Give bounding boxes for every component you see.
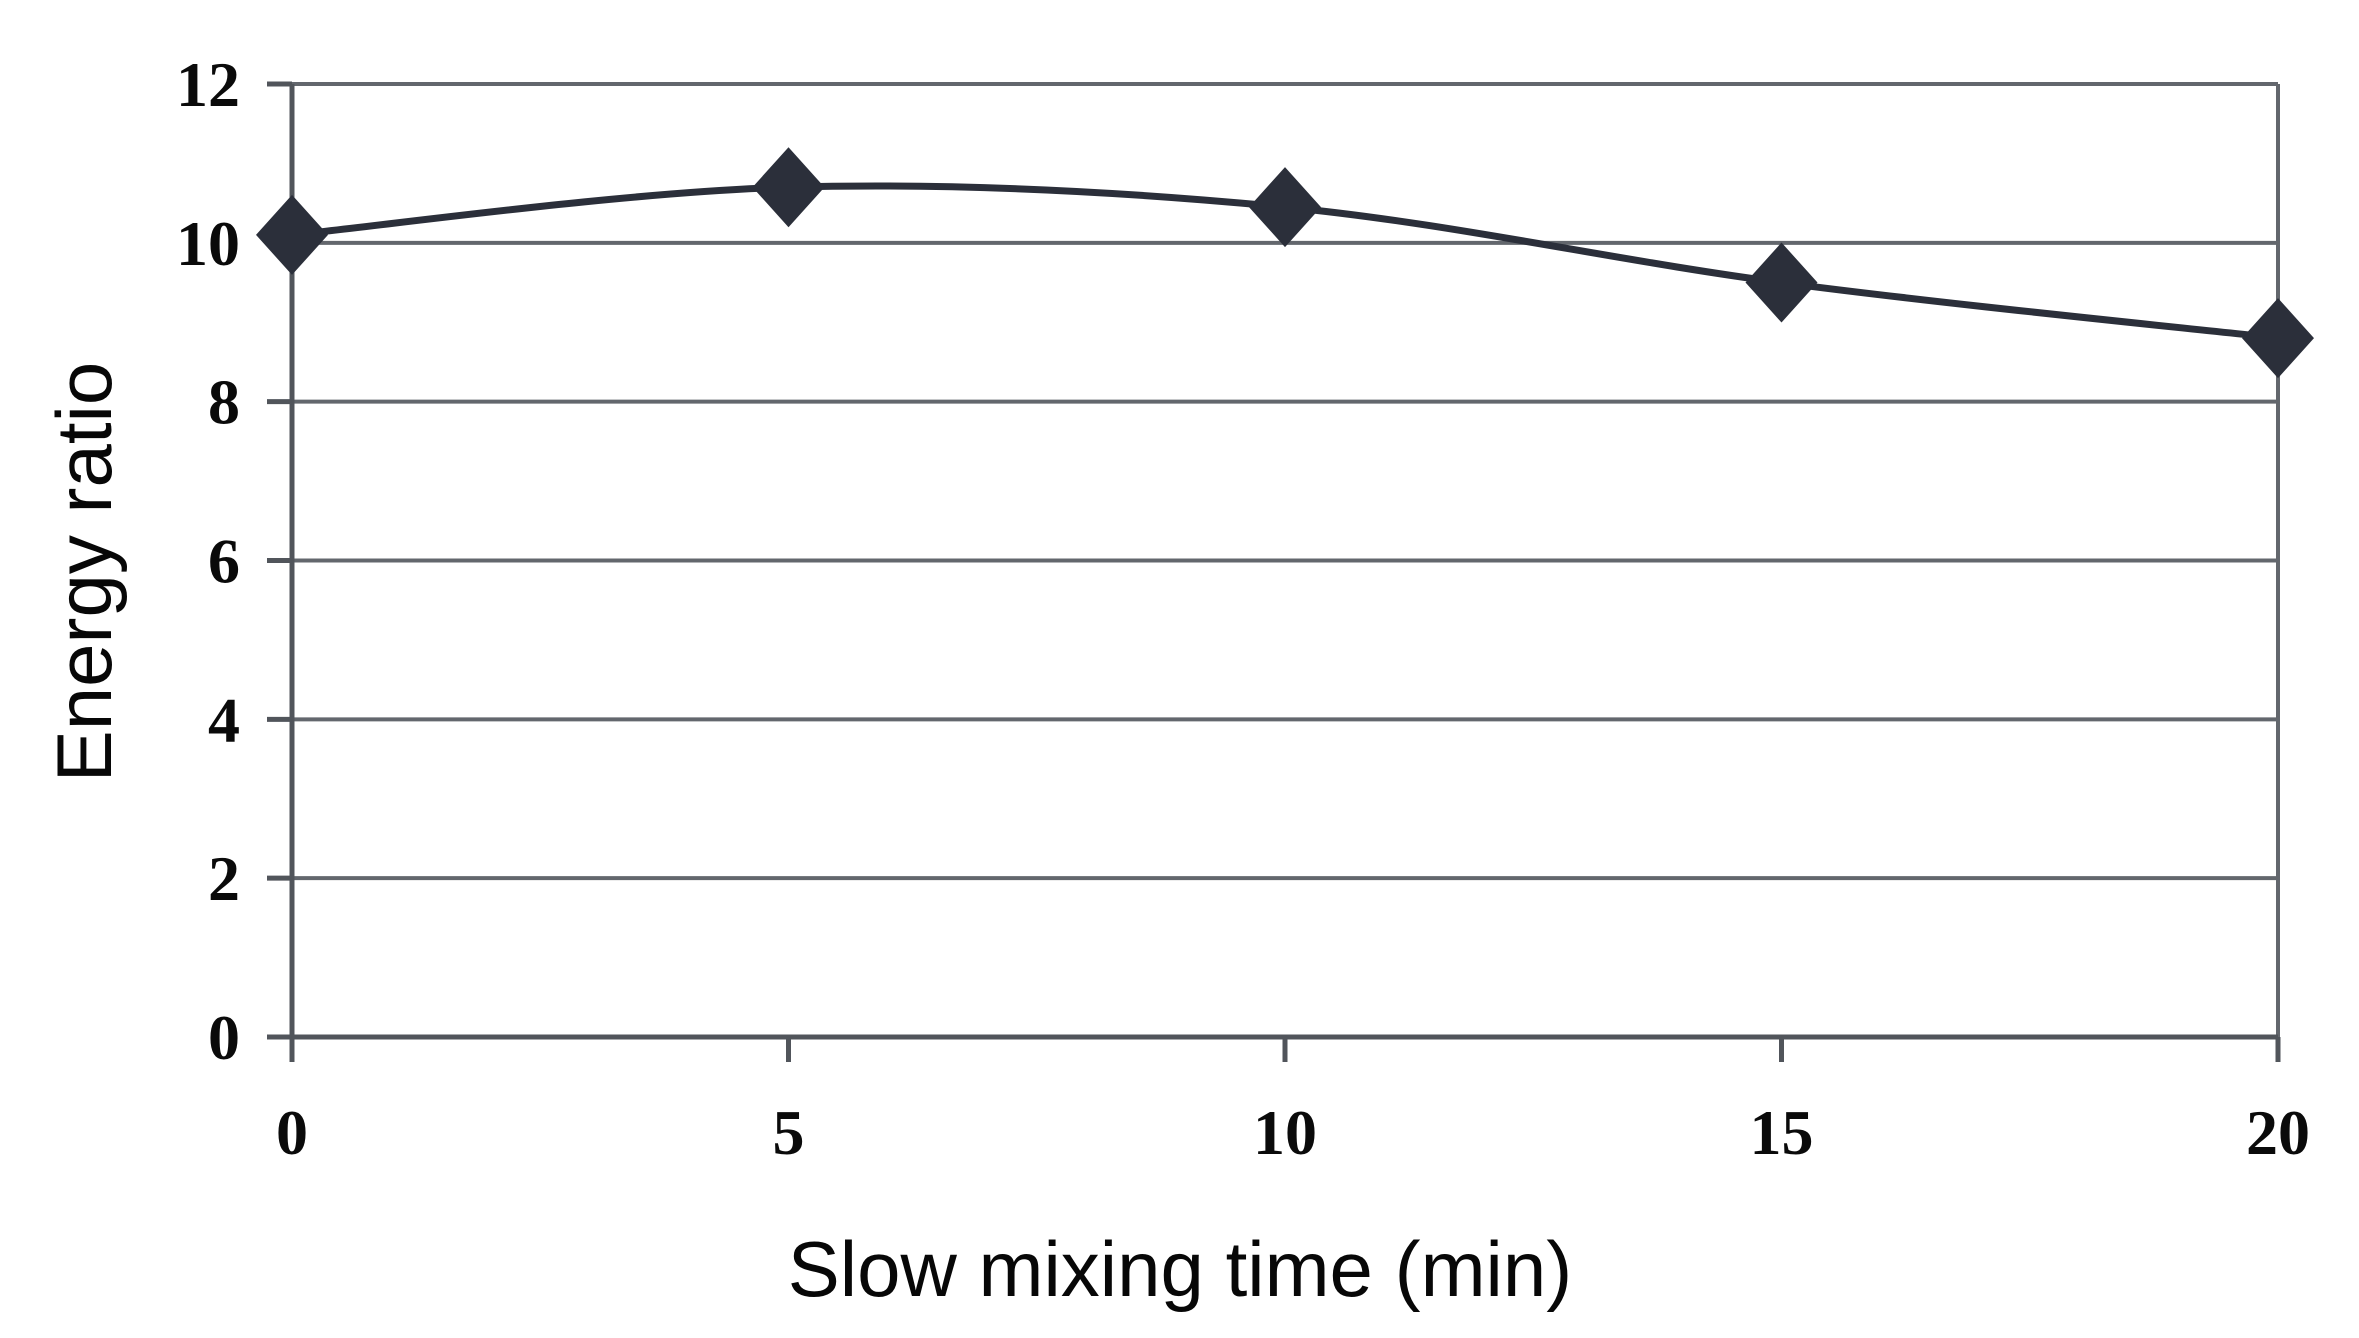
y-tick-label: 6 (208, 526, 240, 597)
y-tick-label: 8 (208, 367, 240, 438)
data-point-marker (1745, 242, 1818, 323)
x-tick-label: 5 (773, 1097, 805, 1168)
x-axis-title: Slow mixing time (min) (787, 1225, 1573, 1313)
data-point-marker (752, 147, 825, 228)
x-tick-label: 0 (276, 1097, 308, 1168)
x-tick-label: 15 (1750, 1097, 1814, 1168)
data-point-marker (1249, 167, 1321, 248)
y-tick-label: 12 (176, 49, 240, 120)
x-tick-label: 10 (1253, 1097, 1317, 1168)
y-axis-title: Energy ratio (40, 361, 128, 783)
y-tick-label: 2 (208, 843, 240, 914)
y-tick-label: 0 (208, 1002, 240, 1073)
y-tick-label: 10 (176, 208, 240, 279)
data-point-marker (2242, 298, 2314, 379)
y-tick-label: 4 (208, 684, 240, 755)
data-point-marker (256, 194, 328, 275)
x-tick-label: 20 (2246, 1097, 2310, 1168)
